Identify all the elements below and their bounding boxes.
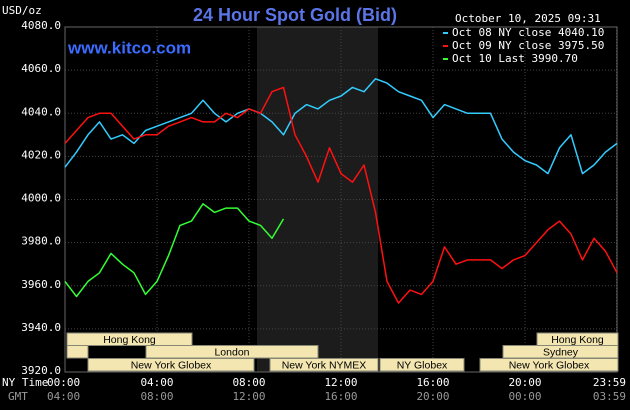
x2-tick-label: 00:00 <box>508 390 541 403</box>
y-axis-label: USD/oz <box>2 4 42 17</box>
x2-tick-label: 04:00 <box>47 390 80 403</box>
session-label: Sydney <box>543 346 579 358</box>
x2-tick-label: 08:00 <box>140 390 173 403</box>
x-tick-label: 20:00 <box>508 376 541 389</box>
x-tick-label: 08:00 <box>232 376 265 389</box>
session-box <box>269 358 379 372</box>
x-tick-label: 12:00 <box>324 376 357 389</box>
x-tick-label: 00:00 <box>47 376 80 389</box>
y-tick-label: 3960.0 <box>21 278 61 291</box>
y-tick-label: 4000.0 <box>21 192 61 205</box>
session-label: New York Globex <box>131 359 212 371</box>
x-tick-label: 23:59 <box>593 376 626 389</box>
timestamp: October 10, 2025 09:31 <box>455 12 601 25</box>
source: www.kitco.com <box>67 38 191 57</box>
session-box <box>87 358 255 372</box>
legend-label: Oct 10 Last 3990.70 <box>452 52 578 65</box>
session-label: New York Globex <box>509 359 590 371</box>
series-line <box>64 78 618 175</box>
series-line <box>64 203 285 298</box>
x-tick-label: 04:00 <box>140 376 173 389</box>
chart-title: 24 Hour Spot Gold (Bid) <box>193 5 397 25</box>
y-tick-label: 4060.0 <box>21 62 61 75</box>
x2-axis-label: GMT <box>8 390 28 403</box>
y-tick-label: 4080.0 <box>21 19 61 32</box>
x2-tick-label: 03:59 <box>593 390 626 403</box>
legend-label: Oct 09 NY close 3975.50 <box>452 39 604 52</box>
session-box <box>379 358 465 372</box>
x2-tick-label: 16:00 <box>324 390 357 403</box>
plot-frame <box>64 26 618 373</box>
session-label: London <box>214 346 249 358</box>
x-axis-label: NY Time <box>2 376 48 389</box>
session-box <box>536 332 619 346</box>
session-label: Hong Kong <box>103 334 156 346</box>
session-box <box>66 345 89 359</box>
session-label: Hong Kong <box>551 334 604 346</box>
series-line <box>64 86 618 304</box>
x2-tick-label: 12:00 <box>232 390 265 403</box>
session-box <box>66 332 193 346</box>
y-tick-label: 3920.0 <box>21 364 61 377</box>
x2-tick-label: 20:00 <box>416 390 449 403</box>
y-tick-label: 4040.0 <box>21 105 61 118</box>
y-tick-label: 3980.0 <box>21 235 61 248</box>
y-tick-label: 4020.0 <box>21 148 61 161</box>
y-tick-label: 3940.0 <box>21 321 61 334</box>
session-label: NY Globex <box>397 359 448 371</box>
legend-label: Oct 08 NY close 4040.10 <box>452 26 604 39</box>
x-tick-label: 16:00 <box>416 376 449 389</box>
session-box <box>479 358 619 372</box>
session-label: New York NYMEX <box>282 359 367 371</box>
